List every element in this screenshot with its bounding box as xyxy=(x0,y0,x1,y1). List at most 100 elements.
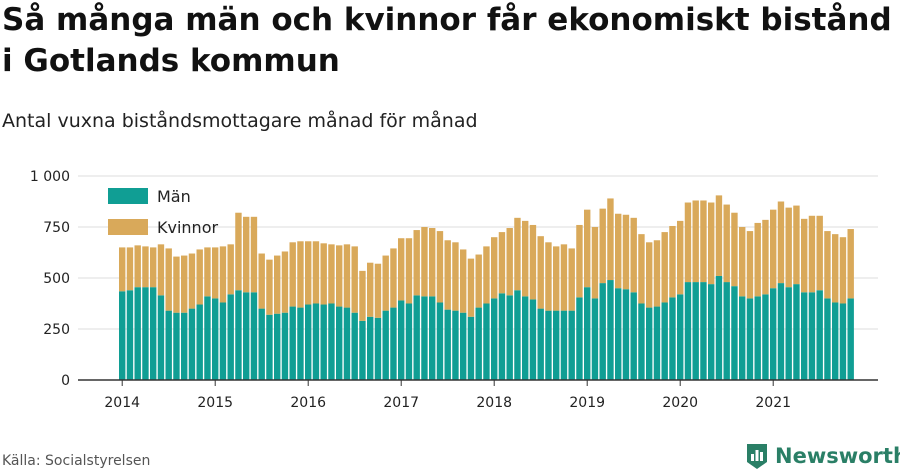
bar-kvinna xyxy=(429,228,436,297)
bar-man xyxy=(436,302,444,380)
bar-kvinna xyxy=(684,202,692,283)
bar-kvinna xyxy=(351,246,358,313)
bar-man xyxy=(312,303,320,380)
x-tick-label: 2017 xyxy=(383,395,419,411)
bar-man xyxy=(281,312,289,380)
bar-kvinna xyxy=(669,225,676,298)
bar-man xyxy=(514,290,521,380)
bar-man xyxy=(537,308,544,380)
bar-man xyxy=(266,314,273,380)
bar-kvinna xyxy=(522,220,529,297)
bar-kvinna xyxy=(677,220,684,295)
bar-man xyxy=(661,302,668,380)
bar-kvinna xyxy=(568,248,575,311)
bar-man xyxy=(839,303,847,380)
bar-kvinna xyxy=(181,255,188,313)
bar-kvinna xyxy=(188,253,196,309)
bar-man xyxy=(258,308,265,380)
bar-kvinna xyxy=(227,244,234,295)
bar-man xyxy=(204,296,211,380)
bar-man xyxy=(165,310,172,380)
bar-kvinna xyxy=(739,227,746,297)
bar-man xyxy=(390,307,397,380)
bar-man xyxy=(568,310,575,380)
bar-man xyxy=(452,310,459,380)
bar-kvinna xyxy=(746,231,754,299)
bar-man xyxy=(421,296,428,380)
bar-kvinna xyxy=(297,241,304,308)
bar-kvinna xyxy=(793,205,800,285)
bar-man xyxy=(429,296,436,380)
bar-man xyxy=(677,294,684,380)
bar-kvinna xyxy=(506,228,513,296)
bar-man xyxy=(367,316,374,380)
bar-man xyxy=(150,287,157,380)
bar-man xyxy=(801,292,808,380)
x-tick-label: 2015 xyxy=(197,395,233,411)
bar-kvinna xyxy=(591,227,599,299)
bar-man xyxy=(405,303,413,380)
bar-kvinna xyxy=(560,244,568,311)
bar-kvinna xyxy=(157,244,165,296)
bar-kvinna xyxy=(328,244,335,304)
bar-man xyxy=(181,312,188,380)
bar-kvinna xyxy=(444,240,451,310)
bar-kvinna xyxy=(646,242,653,308)
bar-man xyxy=(684,282,692,380)
bar-man xyxy=(498,293,506,380)
bar-man xyxy=(274,313,281,380)
bar-kvinna xyxy=(258,253,265,309)
bar-kvinna xyxy=(235,212,242,291)
bar-kvinna xyxy=(436,231,444,303)
bar-man xyxy=(785,287,792,380)
bar-man xyxy=(382,310,389,380)
bar-kvinna xyxy=(754,222,761,297)
bar-kvinna xyxy=(421,227,428,297)
bar-man xyxy=(351,312,358,380)
bar-man xyxy=(560,310,568,380)
x-axis: 2014 2015 2016 2017 2018 2019 2020 2021 xyxy=(78,379,878,411)
bar-man xyxy=(692,282,699,380)
bar-man xyxy=(157,295,165,380)
bar-kvinna xyxy=(281,251,289,313)
bar-man xyxy=(715,275,723,380)
bar-kvinna xyxy=(475,254,482,308)
brand-logo[interactable]: Newsworthy xyxy=(745,441,900,471)
bar-man xyxy=(700,282,707,380)
bar-man xyxy=(553,310,560,380)
bar-kvinna xyxy=(785,207,792,288)
bar-man xyxy=(483,303,490,380)
bar-kvinna xyxy=(374,263,382,318)
bar-kvinna xyxy=(250,216,258,293)
bar-man xyxy=(398,300,405,380)
legend-swatch xyxy=(108,188,148,204)
newsworthy-logo-icon xyxy=(747,444,767,469)
bar-kvinna xyxy=(219,246,227,303)
bar-man xyxy=(638,303,645,380)
bar-kvinna xyxy=(661,232,668,303)
bar-man xyxy=(374,317,382,380)
bar-kvinna xyxy=(382,255,389,311)
bar-kvinna xyxy=(134,245,141,288)
bar-series xyxy=(119,195,854,380)
bar-man xyxy=(793,284,800,380)
bar-man xyxy=(320,304,327,380)
bar-man xyxy=(212,298,219,380)
bar-man xyxy=(731,286,738,380)
bar-man xyxy=(746,298,754,380)
y-tick-label: 1 000 xyxy=(30,169,70,185)
bar-kvinna xyxy=(537,236,544,309)
y-axis-tick-labels: 0 250 500 750 1 000 xyxy=(30,169,70,389)
legend-label: Kvinnor xyxy=(157,218,218,237)
bar-kvinna xyxy=(576,224,583,298)
bar-man xyxy=(723,282,730,380)
bar-kvinna xyxy=(832,234,839,303)
bar-kvinna xyxy=(312,241,320,304)
bar-man xyxy=(343,307,351,380)
bar-kvinna xyxy=(405,238,413,304)
chart-subtitle: Antal vuxna biståndsmottagare månad för … xyxy=(2,110,478,132)
bar-kvinna xyxy=(204,247,211,297)
bar-man xyxy=(762,294,769,380)
bar-man xyxy=(235,290,242,380)
bar-kvinna xyxy=(808,215,816,293)
